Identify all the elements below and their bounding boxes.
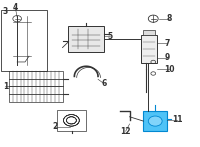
Text: 2: 2 bbox=[52, 122, 57, 131]
Text: 4: 4 bbox=[13, 3, 18, 12]
Text: 12: 12 bbox=[120, 127, 131, 136]
Bar bbox=[9, 71, 63, 102]
Text: 9: 9 bbox=[164, 53, 170, 62]
Text: 3: 3 bbox=[3, 7, 8, 16]
Bar bbox=[143, 111, 167, 131]
Bar bbox=[143, 30, 155, 35]
Bar bbox=[68, 26, 104, 52]
Text: 8: 8 bbox=[166, 14, 172, 23]
Text: 1: 1 bbox=[3, 82, 8, 91]
Text: 7: 7 bbox=[164, 39, 170, 48]
Text: 6: 6 bbox=[101, 79, 107, 88]
Bar bbox=[57, 110, 86, 131]
Text: 10: 10 bbox=[164, 65, 174, 74]
Bar bbox=[141, 35, 157, 63]
Bar bbox=[1, 10, 47, 71]
Text: 5: 5 bbox=[107, 31, 112, 41]
Circle shape bbox=[148, 116, 162, 126]
Text: 11: 11 bbox=[172, 115, 182, 124]
